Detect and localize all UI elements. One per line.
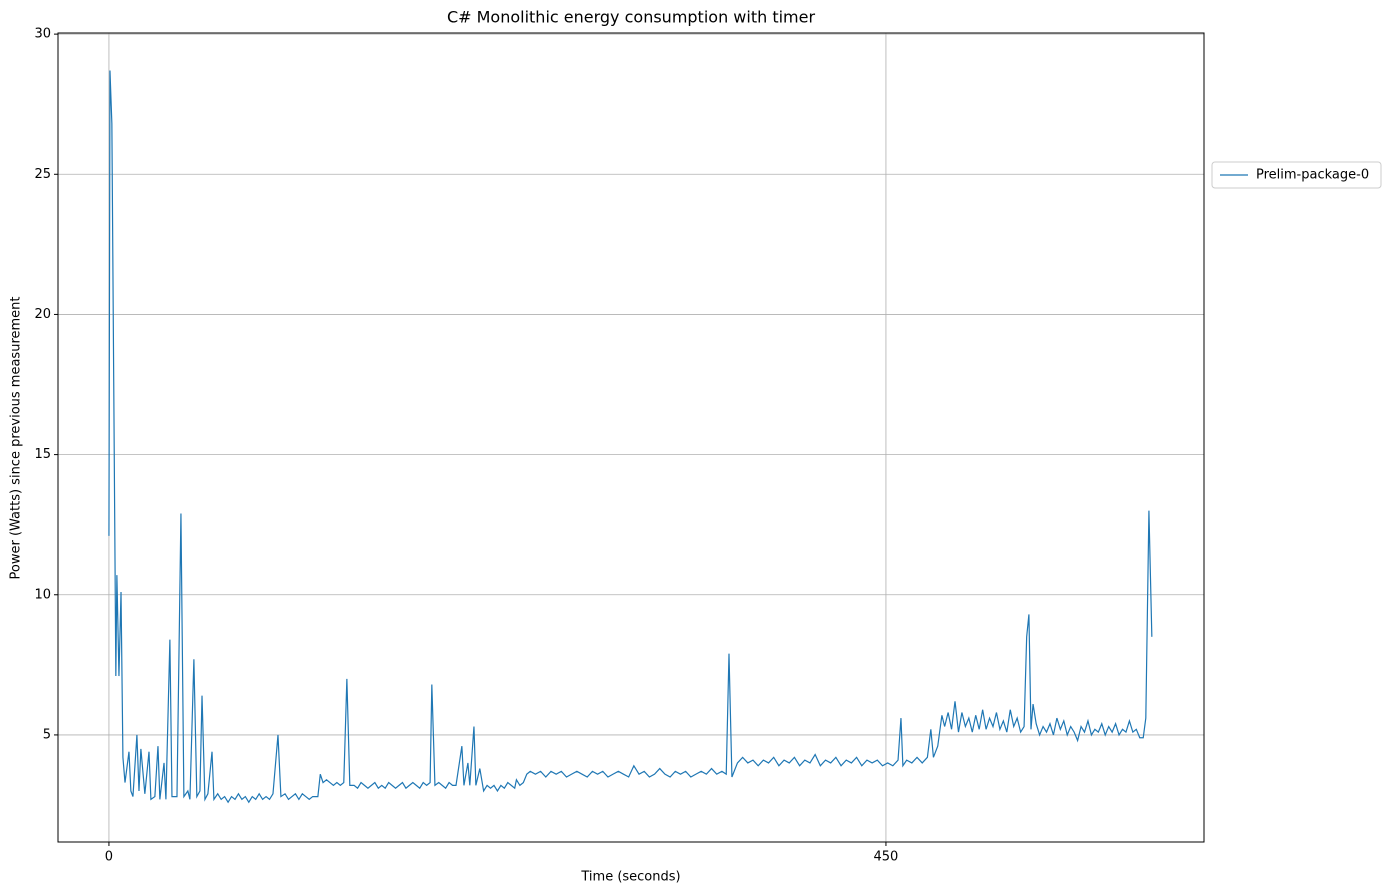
x-tick-label: 450 <box>874 850 899 865</box>
data-line <box>108 70 1153 804</box>
plot-frame <box>57 32 1205 843</box>
y-tick-label: 30 <box>34 27 51 42</box>
legend-box <box>1211 161 1382 189</box>
y-axis-label: Power (Watts) since previous measurement <box>9 297 24 580</box>
y-tick-label: 10 <box>34 587 51 602</box>
y-tick-label: 15 <box>34 447 51 462</box>
chart-title: C# Monolithic energy consumption with ti… <box>447 8 816 27</box>
x-axis-label: Time (seconds) <box>580 870 680 885</box>
legend-label: Prelim-package-0 <box>1256 168 1369 183</box>
y-tick-label: 25 <box>34 167 51 182</box>
y-tick-label: 20 <box>34 307 51 322</box>
x-tick-label: 0 <box>105 850 113 865</box>
y-tick-label: 5 <box>43 727 51 742</box>
